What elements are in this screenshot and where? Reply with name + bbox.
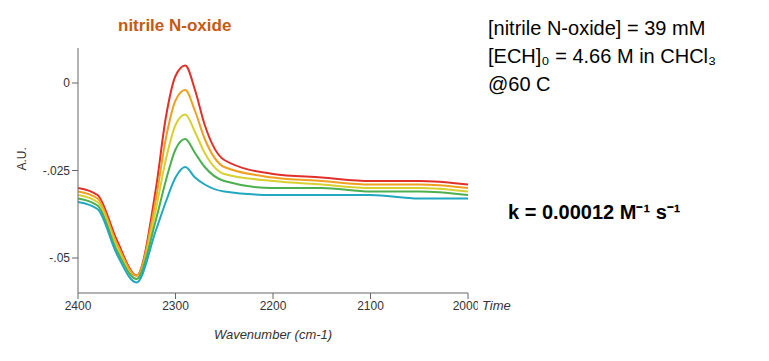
svg-text:-.025: -.025 — [43, 164, 71, 178]
svg-text:2400: 2400 — [65, 299, 92, 313]
svg-text:2200: 2200 — [260, 299, 287, 313]
svg-text:2100: 2100 — [357, 299, 384, 313]
svg-text:A.U.: A.U. — [15, 147, 29, 170]
html-text:[nitrile N-oxide] = 39 mM: [nitrile N-oxide] = 39 mM — [488, 17, 706, 39]
html-text:@60 C: @60 C — [488, 73, 551, 95]
svg-text:2000: 2000 — [453, 299, 478, 313]
html-text:k = 0.00012 M⁻¹ s⁻¹: k = 0.00012 M⁻¹ s⁻¹ — [508, 201, 681, 223]
svg-text:0: 0 — [63, 76, 70, 90]
svg-text:-.05: -.05 — [49, 251, 70, 265]
html-text:[ECH]₀ = 4.66 M in CHCl₃: [ECH]₀ = 4.66 M in CHCl₃ — [488, 45, 717, 67]
svg-text:2300: 2300 — [162, 299, 189, 313]
html-text:nitrile N-oxide: nitrile N-oxide — [118, 16, 232, 35]
svg-text:Wavenumber (cm-1): Wavenumber (cm-1) — [214, 327, 332, 342]
html-text:Time: Time — [482, 298, 511, 313]
